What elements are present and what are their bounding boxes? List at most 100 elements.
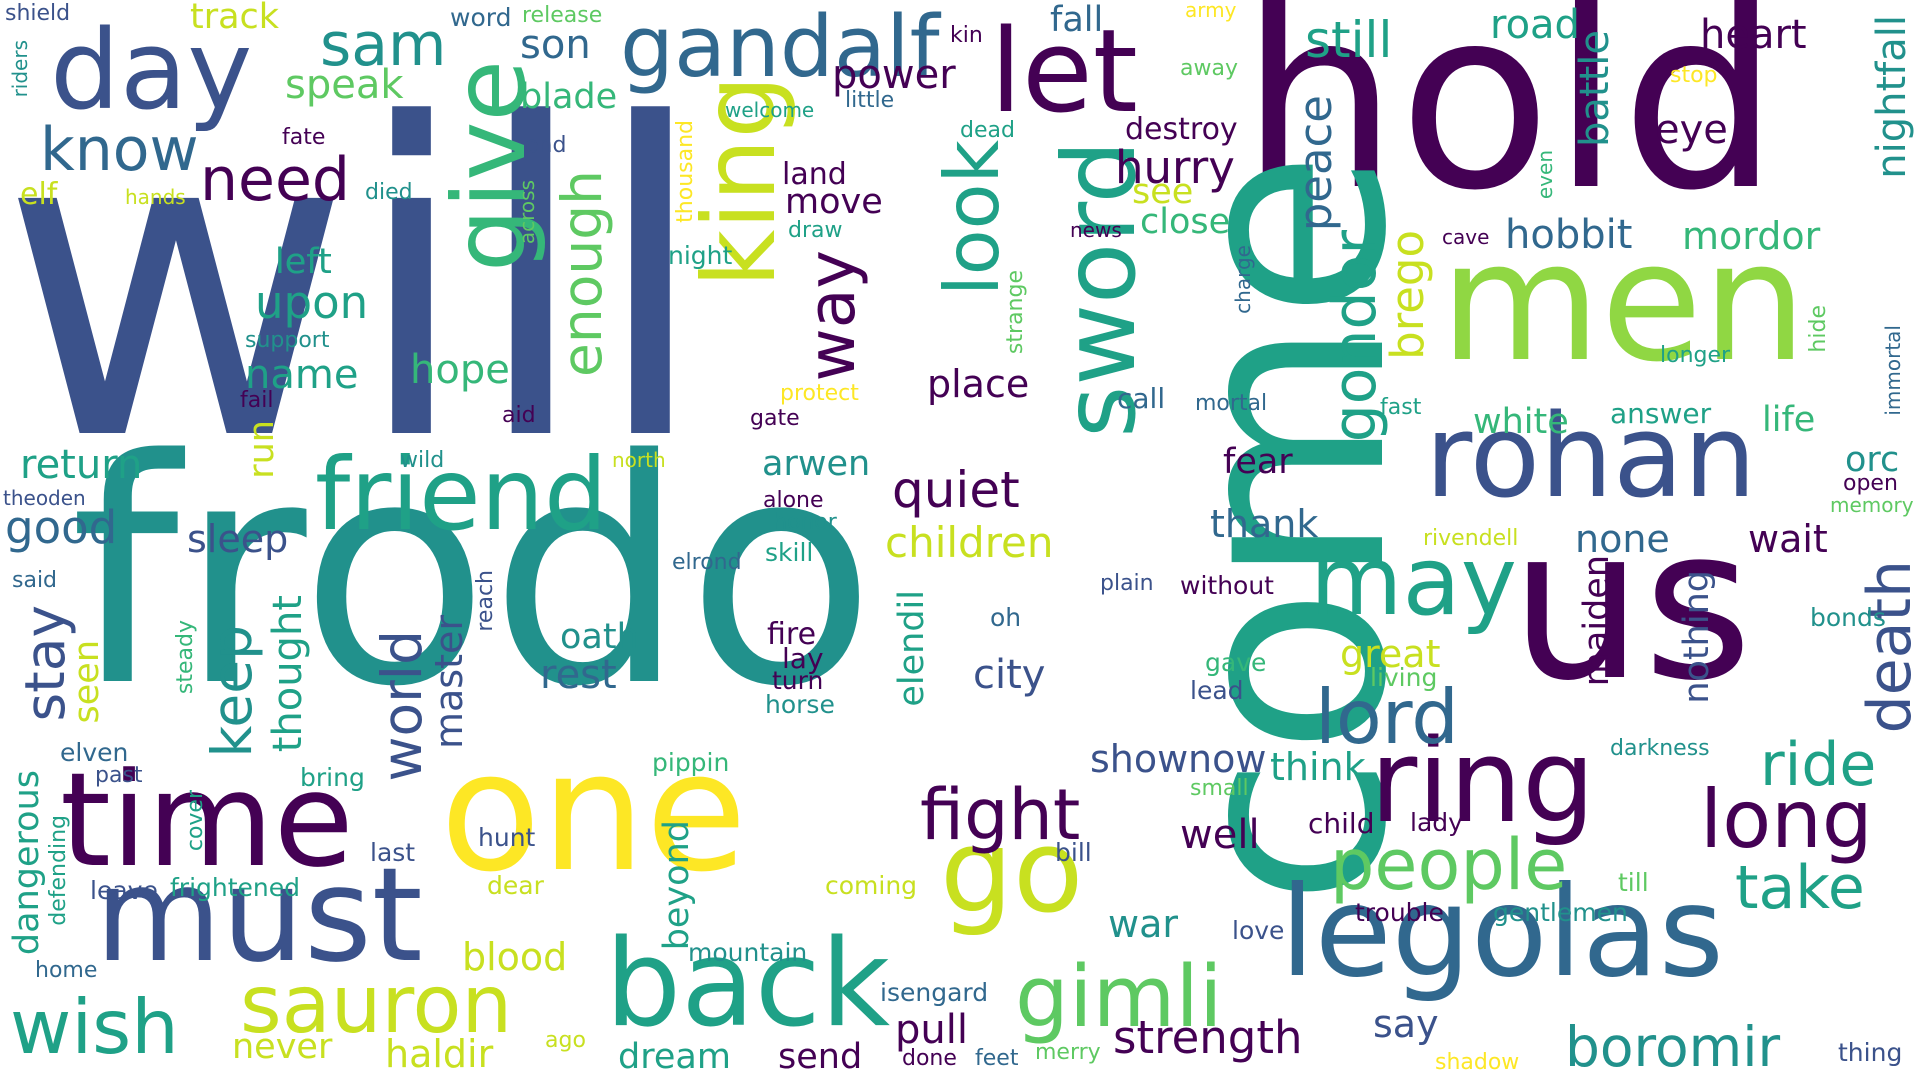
word-ring: ring: [1370, 715, 1596, 849]
word-maiden: maiden: [1577, 555, 1617, 687]
word-darkness: darkness: [1610, 736, 1710, 761]
word-track: track: [190, 0, 280, 37]
word-keep: keep: [200, 625, 264, 758]
word-theoden: theoden: [3, 486, 86, 510]
word-need: need: [200, 145, 350, 215]
word-gentlemen: gentlemen: [1493, 898, 1628, 927]
word-eye: eye: [1655, 107, 1728, 153]
word-end: end: [525, 133, 567, 158]
word-even: even: [1533, 150, 1557, 200]
word-long: long: [1700, 773, 1873, 866]
word-beyond: beyond: [657, 820, 697, 951]
word-turn: turn: [772, 666, 824, 695]
word-immortal: immortal: [1881, 325, 1905, 416]
word-gondor: gondor: [1320, 230, 1390, 443]
word-died: died: [365, 180, 413, 205]
word-power: power: [832, 52, 956, 98]
word-without: without: [1180, 571, 1274, 600]
word-thought: thought: [265, 595, 311, 753]
word-cover: cover: [183, 790, 208, 852]
word-look: look: [928, 140, 1016, 297]
word-lead: lead: [1190, 676, 1244, 705]
word-draw: draw: [788, 218, 843, 243]
word-reach: reach: [473, 570, 498, 632]
word-fast: fast: [1380, 395, 1422, 420]
word-hunt: hunt: [478, 823, 536, 852]
word-nothing: nothing: [1677, 570, 1717, 704]
word-must: must: [95, 839, 423, 991]
word-rohan: rohan: [1425, 390, 1757, 524]
word-strange: strange: [1003, 270, 1028, 355]
word-arwen: arwen: [762, 444, 871, 484]
word-wild: wild: [400, 448, 445, 473]
word-bring: bring: [300, 763, 365, 792]
word-charge: charge: [1231, 245, 1255, 314]
word-living: living: [1370, 663, 1438, 692]
word-news: news: [1070, 218, 1122, 242]
word-elendil: elendil: [892, 590, 932, 707]
word-past: past: [95, 763, 143, 788]
word-army: army: [1185, 0, 1237, 22]
word-steady: steady: [173, 620, 198, 695]
word-time: time: [60, 744, 354, 896]
word-hurry: hurry: [1115, 141, 1235, 194]
word-oh: oh: [990, 603, 1022, 632]
word-mountain: mountain: [688, 938, 808, 967]
word-sleep: sleep: [187, 517, 289, 561]
word-friend: friend: [315, 436, 608, 553]
word-world: world: [370, 630, 434, 782]
word-say: say: [1373, 1002, 1439, 1046]
word-may: may: [1310, 527, 1517, 637]
word-quiet: quiet: [892, 461, 1020, 519]
word-feet: feet: [975, 1046, 1019, 1071]
word-night: night: [668, 241, 733, 270]
word-pull: pull: [895, 1007, 968, 1053]
word-son: son: [520, 22, 591, 68]
word-left: left: [275, 242, 332, 282]
word-elven: elven: [60, 738, 129, 767]
word-see: see: [1132, 172, 1194, 212]
word-hold: hold: [1240, 0, 1780, 245]
word-gimli: gimli: [1015, 948, 1223, 1047]
word-will: will: [0, 35, 711, 535]
word-plain: plain: [1100, 571, 1154, 596]
word-men: men: [1440, 206, 1807, 398]
word-know: know: [40, 115, 199, 185]
word-none: none: [1575, 517, 1670, 561]
word-frightened: frightened: [170, 873, 301, 902]
word-sam: sam: [320, 10, 447, 80]
word-gave: gave: [1205, 648, 1267, 677]
word-children: children: [885, 518, 1054, 567]
word-dangerous: dangerous: [7, 770, 47, 956]
word-rest: rest: [540, 652, 617, 698]
word-coming: coming: [825, 871, 918, 900]
word-gate: gate: [750, 406, 800, 431]
word-welcome: welcome: [725, 98, 815, 122]
word-last: last: [370, 838, 416, 867]
word-death: death: [1855, 560, 1920, 734]
word-elf: elf: [20, 177, 58, 212]
word-honor: honor: [773, 510, 837, 535]
word-dream: dream: [618, 1037, 731, 1077]
word-enough: enough: [550, 170, 614, 377]
word-go: go: [940, 805, 1084, 939]
word-think: think: [1270, 745, 1366, 789]
word-good: good: [5, 501, 118, 554]
word-way: way: [795, 250, 870, 382]
word-hope: hope: [410, 347, 510, 393]
word-cave: cave: [1442, 225, 1490, 249]
word-mortal: mortal: [1195, 391, 1268, 416]
word-fall: fall: [1050, 0, 1104, 40]
word-trouble: trouble: [1355, 898, 1444, 927]
word-brego: brego: [1381, 230, 1434, 360]
word-never: never: [232, 1027, 333, 1067]
word-destroy: destroy: [1125, 112, 1238, 147]
word-now: now: [1188, 737, 1267, 781]
word-great: great: [1340, 632, 1441, 676]
word-north: north: [612, 448, 666, 472]
word-answer: answer: [1610, 397, 1712, 430]
word-take: take: [1735, 853, 1865, 923]
word-skill: skill: [765, 538, 814, 567]
word-battle: battle: [1572, 30, 1618, 147]
word-fight: fight: [920, 774, 1081, 856]
